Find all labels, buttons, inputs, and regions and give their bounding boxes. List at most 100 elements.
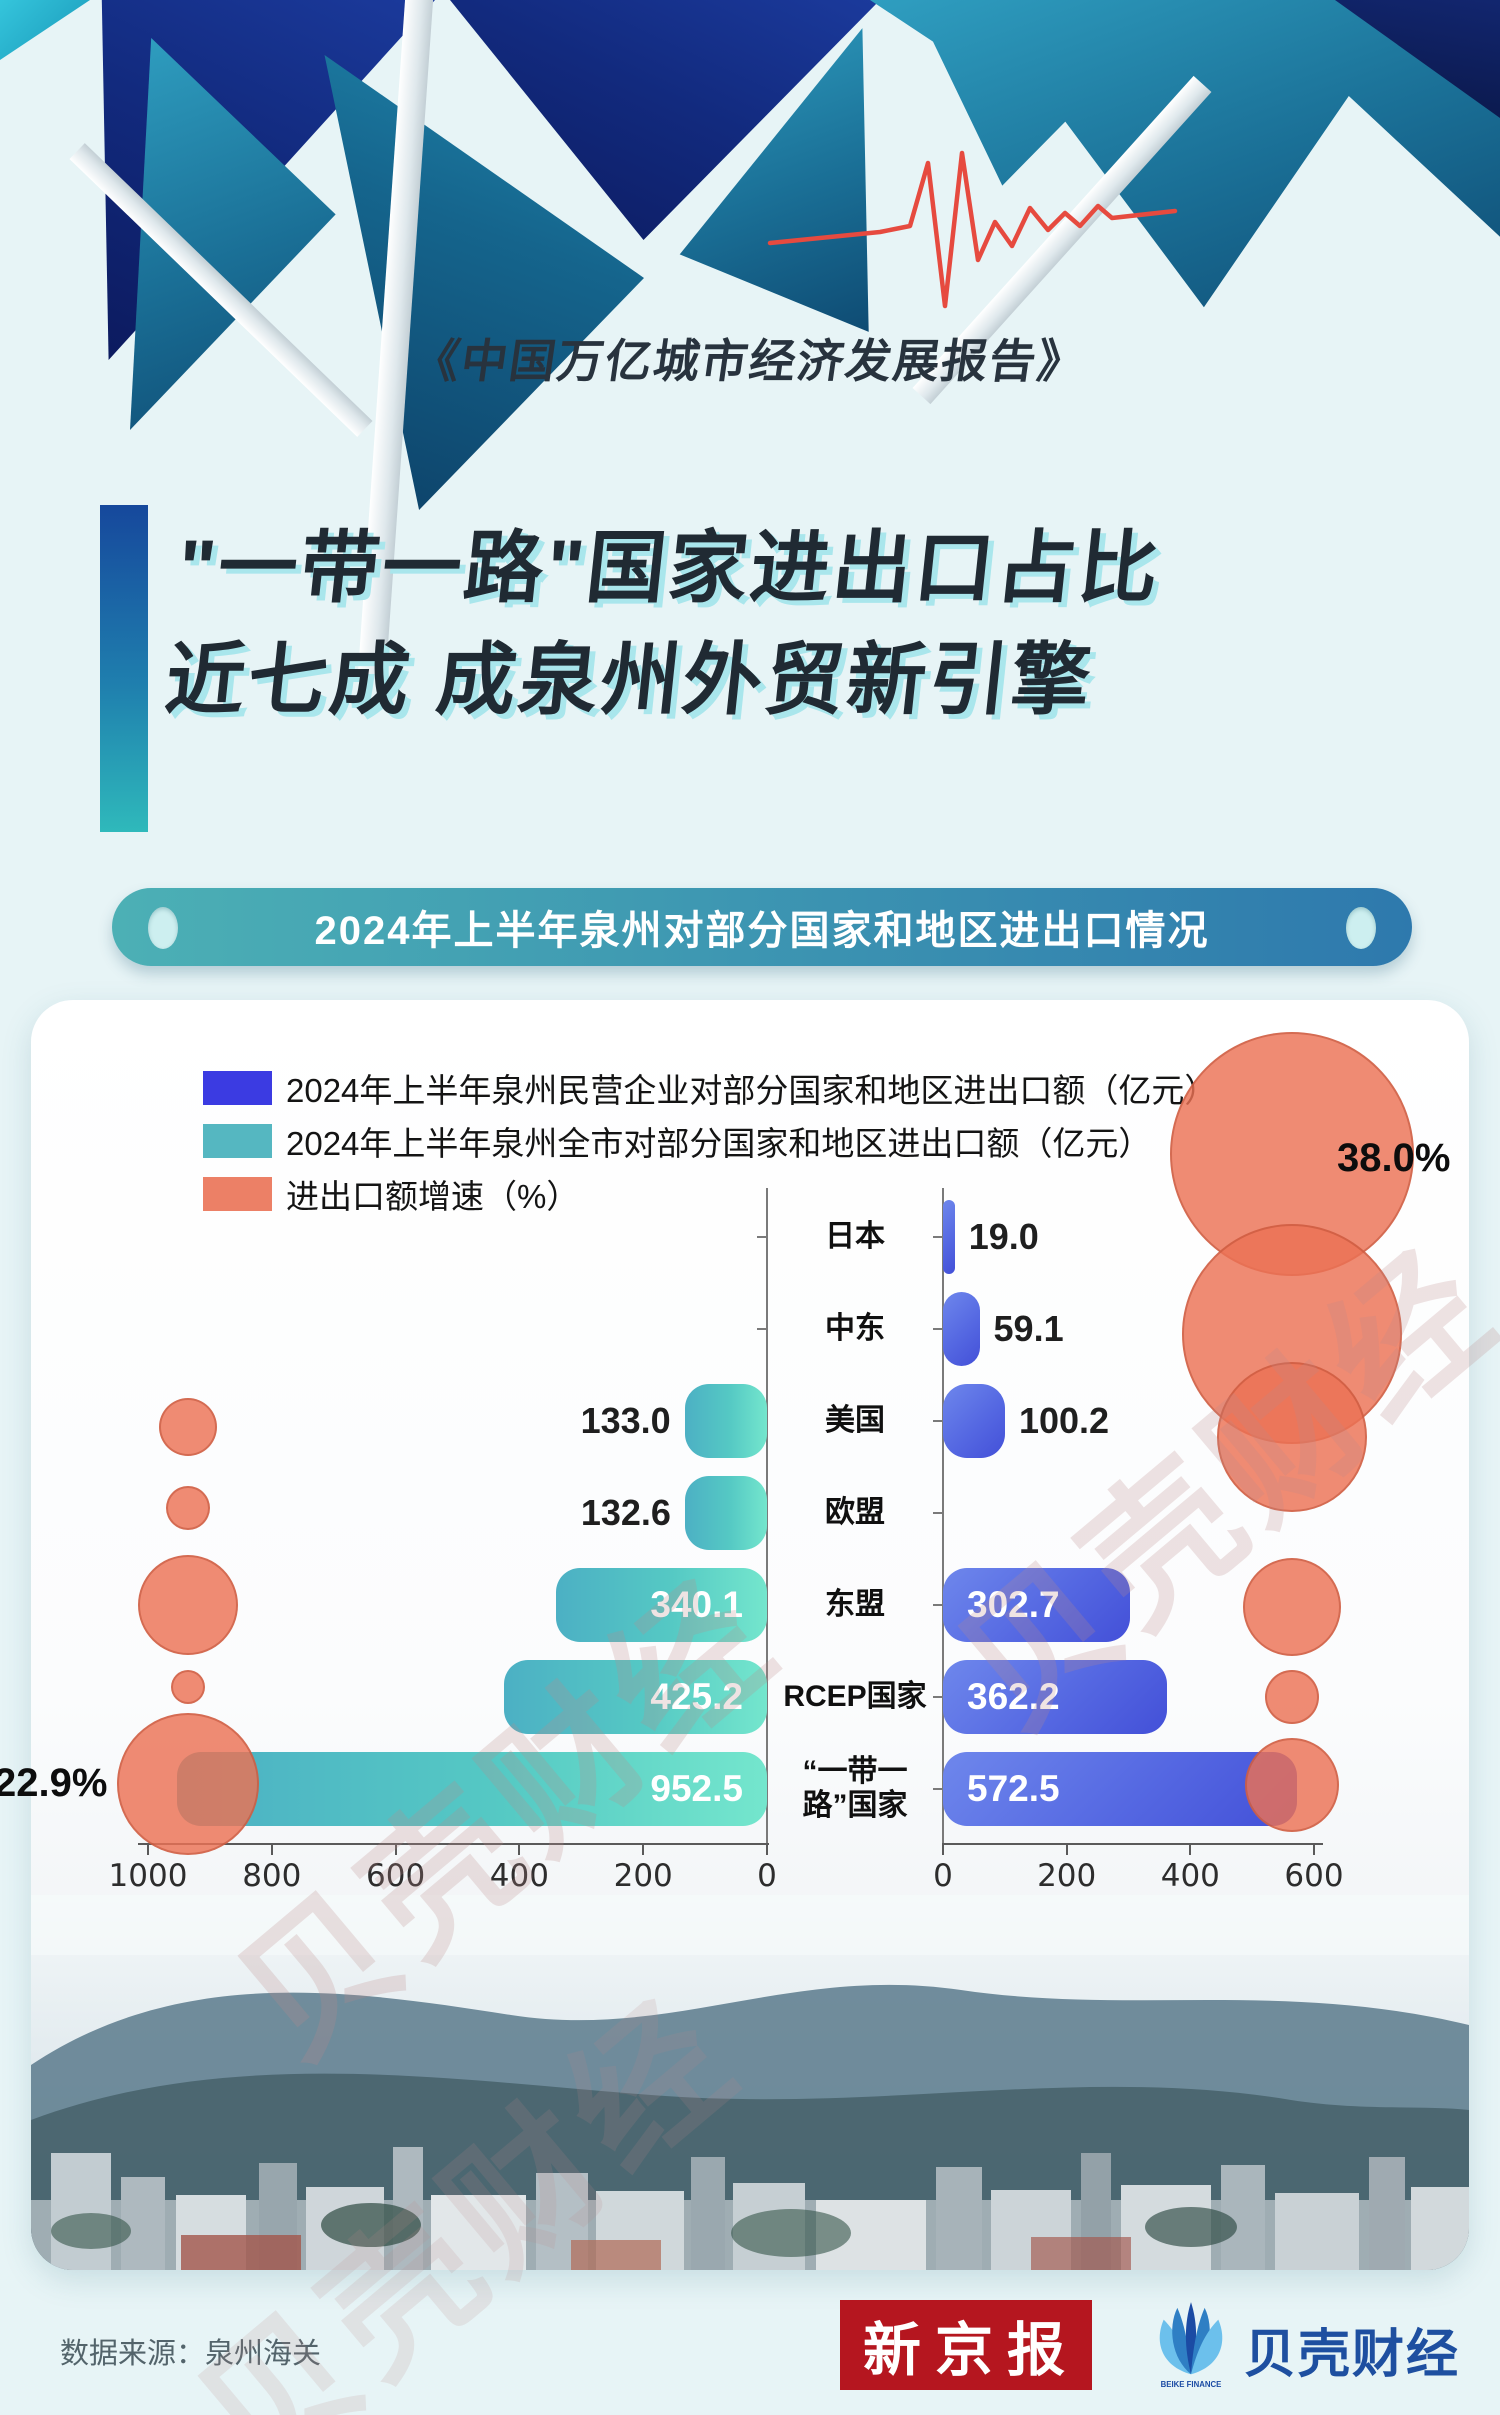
category-label: 东盟	[825, 1587, 885, 1621]
beike-finance-logo: BEIKE FINANCE 贝壳财经	[1152, 2298, 1460, 2390]
growth-bubble	[1217, 1362, 1367, 1512]
growth-bubble	[1245, 1738, 1339, 1832]
right-axis-tick	[1189, 1843, 1192, 1855]
bar-value: 952.5	[650, 1768, 743, 1809]
legend-label: 进出口额增速（%）	[286, 1178, 580, 1215]
right-axis-row-tick	[933, 1236, 943, 1238]
category-label: 日本	[825, 1219, 885, 1253]
bar-citywide	[556, 1568, 767, 1642]
right-axis-baseline	[943, 1843, 1323, 1845]
bar-value: 133.0	[580, 1400, 671, 1441]
legend-swatch-teal	[203, 1124, 272, 1158]
category-label: “一带一路”国家	[802, 1754, 908, 1823]
bar-value: 100.2	[1018, 1400, 1110, 1441]
section-banner: 2024年上半年泉州对部分国家和地区进出口情况	[112, 888, 1412, 966]
right-axis-row-tick	[933, 1512, 943, 1514]
heartbeat-line-icon	[767, 150, 1178, 309]
data-source-note: 数据来源：泉州海关	[60, 2338, 322, 2370]
xinjingbao-logo-text: 新京报	[862, 2318, 1079, 2383]
right-axis-tick	[942, 1843, 944, 1855]
bar-value: 302.7	[967, 1584, 1060, 1625]
bar-private	[943, 1292, 980, 1366]
legend-swatch-blue	[203, 1071, 272, 1105]
right-axis-tick	[1065, 1843, 1068, 1855]
right-axis-row-tick	[933, 1420, 943, 1422]
legend-label: 2024年上半年泉州全市对部分国家和地区进出口额（亿元）	[286, 1125, 1152, 1162]
left-axis-tick	[147, 1843, 149, 1855]
growth-bubble	[166, 1486, 210, 1530]
legend-item-private: 2024年上半年泉州民营企业对部分国家和地区进出口额（亿元）	[203, 1064, 1217, 1112]
page-title-line2: 近七成 成泉州外贸新引擎	[161, 635, 1098, 725]
bar-private	[943, 1200, 955, 1274]
bar-value: 340.1	[650, 1584, 743, 1625]
category-label: 欧盟	[825, 1495, 885, 1529]
bar-private	[943, 1568, 1131, 1642]
legend-item-citywide: 2024年上半年泉州全市对部分国家和地区进出口额（亿元）	[203, 1117, 1151, 1165]
legend-item-growth: 进出口额增速（%）	[203, 1170, 579, 1218]
right-axis-line	[942, 1188, 944, 1843]
left-axis-tick-label: 800	[242, 1858, 302, 1894]
left-axis-row-tick	[757, 1328, 767, 1330]
left-axis-tick	[270, 1843, 273, 1855]
left-axis-tick-label: 1000	[108, 1858, 188, 1894]
legend-swatch-orange	[203, 1177, 272, 1211]
left-axis-tick-label: 200	[613, 1858, 673, 1894]
bar-value: 425.2	[650, 1676, 743, 1717]
right-axis-tick-label: 600	[1284, 1858, 1344, 1894]
report-series-title: 《中国万亿城市经济发展报告》	[409, 335, 1090, 387]
bar-value: 572.5	[967, 1768, 1060, 1809]
legend-label: 2024年上半年泉州民营企业对部分国家和地区进出口额（亿元）	[286, 1072, 1218, 1109]
bar-value: 362.2	[967, 1676, 1060, 1717]
page-title-line1: "一带一路"国家进出口占比	[173, 523, 1166, 612]
banner-dot-right-icon	[1346, 907, 1376, 949]
growth-bubble	[138, 1555, 238, 1655]
category-label: RCEP国家	[783, 1679, 927, 1713]
left-axis-row-tick	[757, 1236, 767, 1238]
growth-bubble	[1243, 1558, 1341, 1656]
category-label: 美国	[825, 1403, 885, 1437]
right-axis-tick-label: 200	[1037, 1858, 1097, 1894]
right-axis-row-tick	[933, 1604, 943, 1606]
right-axis-tick-label: 0	[933, 1858, 953, 1894]
left-axis-tick	[394, 1843, 397, 1855]
right-axis-row-tick	[933, 1328, 943, 1330]
left-axis-tick-label: 0	[757, 1858, 777, 1894]
bar-value: 19.0	[968, 1216, 1039, 1257]
page-title: "一带一路"国家进出口占比 近七成 成泉州外贸新引擎	[160, 512, 1484, 736]
growth-value-label: 38.0%	[1337, 1136, 1451, 1180]
right-axis-tick-label: 400	[1160, 1858, 1220, 1894]
growth-value-label: 22.9%	[0, 1761, 108, 1805]
section-banner-label: 2024年上半年泉州对部分国家和地区进出口情况	[314, 909, 1210, 953]
cityscape-photo	[31, 1895, 1469, 2270]
left-axis-tick-label: 400	[489, 1858, 549, 1894]
bar-private	[943, 1384, 1005, 1458]
bar-citywide	[684, 1476, 767, 1550]
growth-bubble	[117, 1713, 259, 1855]
left-axis-tick-label: 600	[366, 1858, 426, 1894]
headline-accent-bar	[100, 505, 148, 832]
bar-private	[943, 1752, 1297, 1826]
growth-bubble	[171, 1670, 205, 1704]
category-label: 中东	[825, 1311, 885, 1345]
growth-bubble	[159, 1398, 217, 1456]
left-axis-tick	[766, 1843, 768, 1855]
xinjingbao-logo: 新京报	[840, 2300, 1092, 2390]
banner-dot-left-icon	[148, 907, 178, 949]
corner-triangle	[0, 0, 90, 60]
bar-citywide	[503, 1660, 767, 1734]
shell-icon: BEIKE FINANCE	[1159, 2302, 1223, 2389]
right-axis-tick	[1313, 1843, 1315, 1855]
bar-value: 59.1	[993, 1308, 1064, 1349]
bar-citywide	[684, 1384, 767, 1458]
growth-bubble	[1265, 1670, 1319, 1724]
left-axis-tick	[642, 1843, 645, 1855]
shell-icon-subtext: BEIKE FINANCE	[1161, 2380, 1222, 2389]
right-axis-row-tick	[933, 1696, 943, 1698]
right-axis-row-tick	[933, 1788, 943, 1790]
bar-value: 132.6	[580, 1492, 671, 1533]
left-axis-tick	[518, 1843, 521, 1855]
beike-logo-text: 贝壳财经	[1244, 2326, 1461, 2384]
bar-private	[943, 1660, 1167, 1734]
left-axis-baseline	[138, 1843, 769, 1845]
